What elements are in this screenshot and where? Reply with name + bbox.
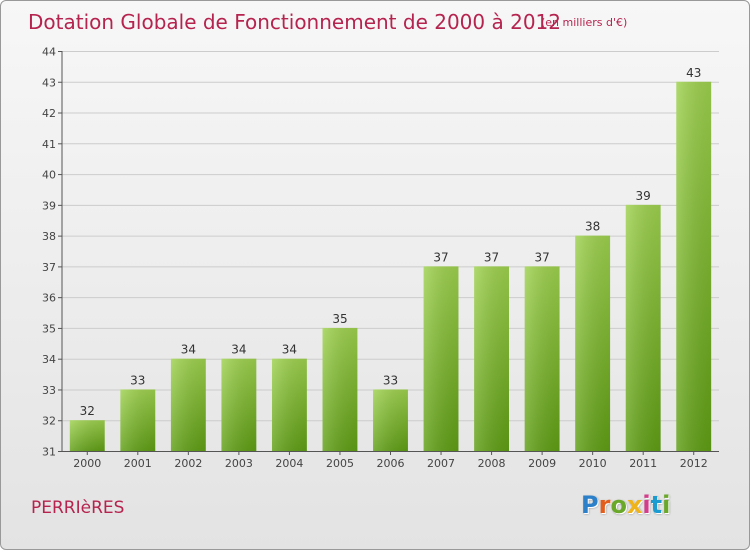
data-labels: 32 33 34 34 34 35 33 37 37 37 38 39 43	[80, 66, 702, 418]
chart-subtitle: (en milliers d'€)	[541, 16, 628, 29]
data-label: 34	[231, 343, 246, 357]
data-label: 37	[484, 250, 499, 264]
data-label: 34	[282, 343, 297, 357]
y-tick-label: 38	[42, 230, 56, 243]
chart-title: Dotation Globale de Fonctionnement de 20…	[28, 10, 561, 34]
bar-shade	[120, 389, 156, 451]
data-label: 35	[332, 312, 347, 326]
x-tick-label: 2012	[680, 457, 708, 470]
bar-shade	[221, 358, 257, 451]
y-tick-label: 36	[42, 292, 56, 305]
x-tick-label: 2001	[124, 457, 152, 470]
y-tick-label: 31	[42, 446, 56, 459]
data-label: 43	[686, 66, 701, 80]
commune-name: PERRIèRES	[31, 498, 125, 518]
x-tick-label: 2003	[225, 457, 253, 470]
y-tick-label: 41	[42, 138, 56, 151]
bar-shade	[69, 420, 105, 451]
x-tick-label: 2008	[478, 457, 506, 470]
data-label: 38	[585, 220, 600, 234]
data-label: 33	[130, 373, 145, 387]
bar-shade	[474, 266, 510, 451]
bar-shade	[575, 235, 611, 451]
y-tick-label: 37	[42, 261, 56, 274]
y-tick-label: 33	[42, 384, 56, 397]
y-tick-label: 42	[42, 107, 56, 120]
bar-shade	[524, 266, 560, 451]
data-label: 34	[181, 343, 196, 357]
data-label: 39	[636, 189, 651, 203]
bars	[69, 81, 712, 452]
x-tick-label: 2002	[174, 457, 202, 470]
data-label: 32	[80, 404, 95, 418]
y-tick-label: 39	[42, 199, 56, 212]
y-tick-label: 34	[42, 353, 56, 366]
x-tick-label: 2010	[579, 457, 607, 470]
x-tick-label: 2005	[326, 457, 354, 470]
x-tick-label: 2007	[427, 457, 455, 470]
y-tick-label: 43	[42, 76, 56, 89]
data-label: 37	[534, 250, 549, 264]
bar-shade	[676, 81, 712, 452]
x-tick-label: 2004	[275, 457, 303, 470]
data-label: 37	[433, 250, 448, 264]
data-label: 33	[383, 373, 398, 387]
x-tick-label: 2006	[377, 457, 405, 470]
bar-shade	[271, 358, 307, 451]
y-tick-label: 32	[42, 415, 56, 428]
x-tick-label: 2000	[73, 457, 101, 470]
x-tick-label: 2011	[629, 457, 657, 470]
bar-shade	[322, 327, 358, 451]
bar-shade	[373, 389, 408, 451]
y-tick-label: 44	[42, 46, 56, 59]
bar-shade	[423, 266, 459, 451]
y-axis: 31 32 33 34 35 36 37 38 39 40 41 42 43 44	[42, 46, 63, 459]
proxiti-logo: Proxiti	[581, 491, 671, 519]
x-axis: 2000 2001 2002 2003 2004 2005 2006 2007 2008 2009…	[62, 451, 719, 470]
x-tick-label: 2009	[528, 457, 556, 470]
y-tick-label: 40	[42, 169, 56, 182]
bar-shade	[625, 204, 661, 451]
y-tick-label: 35	[42, 322, 56, 335]
bar-shade	[170, 358, 206, 451]
